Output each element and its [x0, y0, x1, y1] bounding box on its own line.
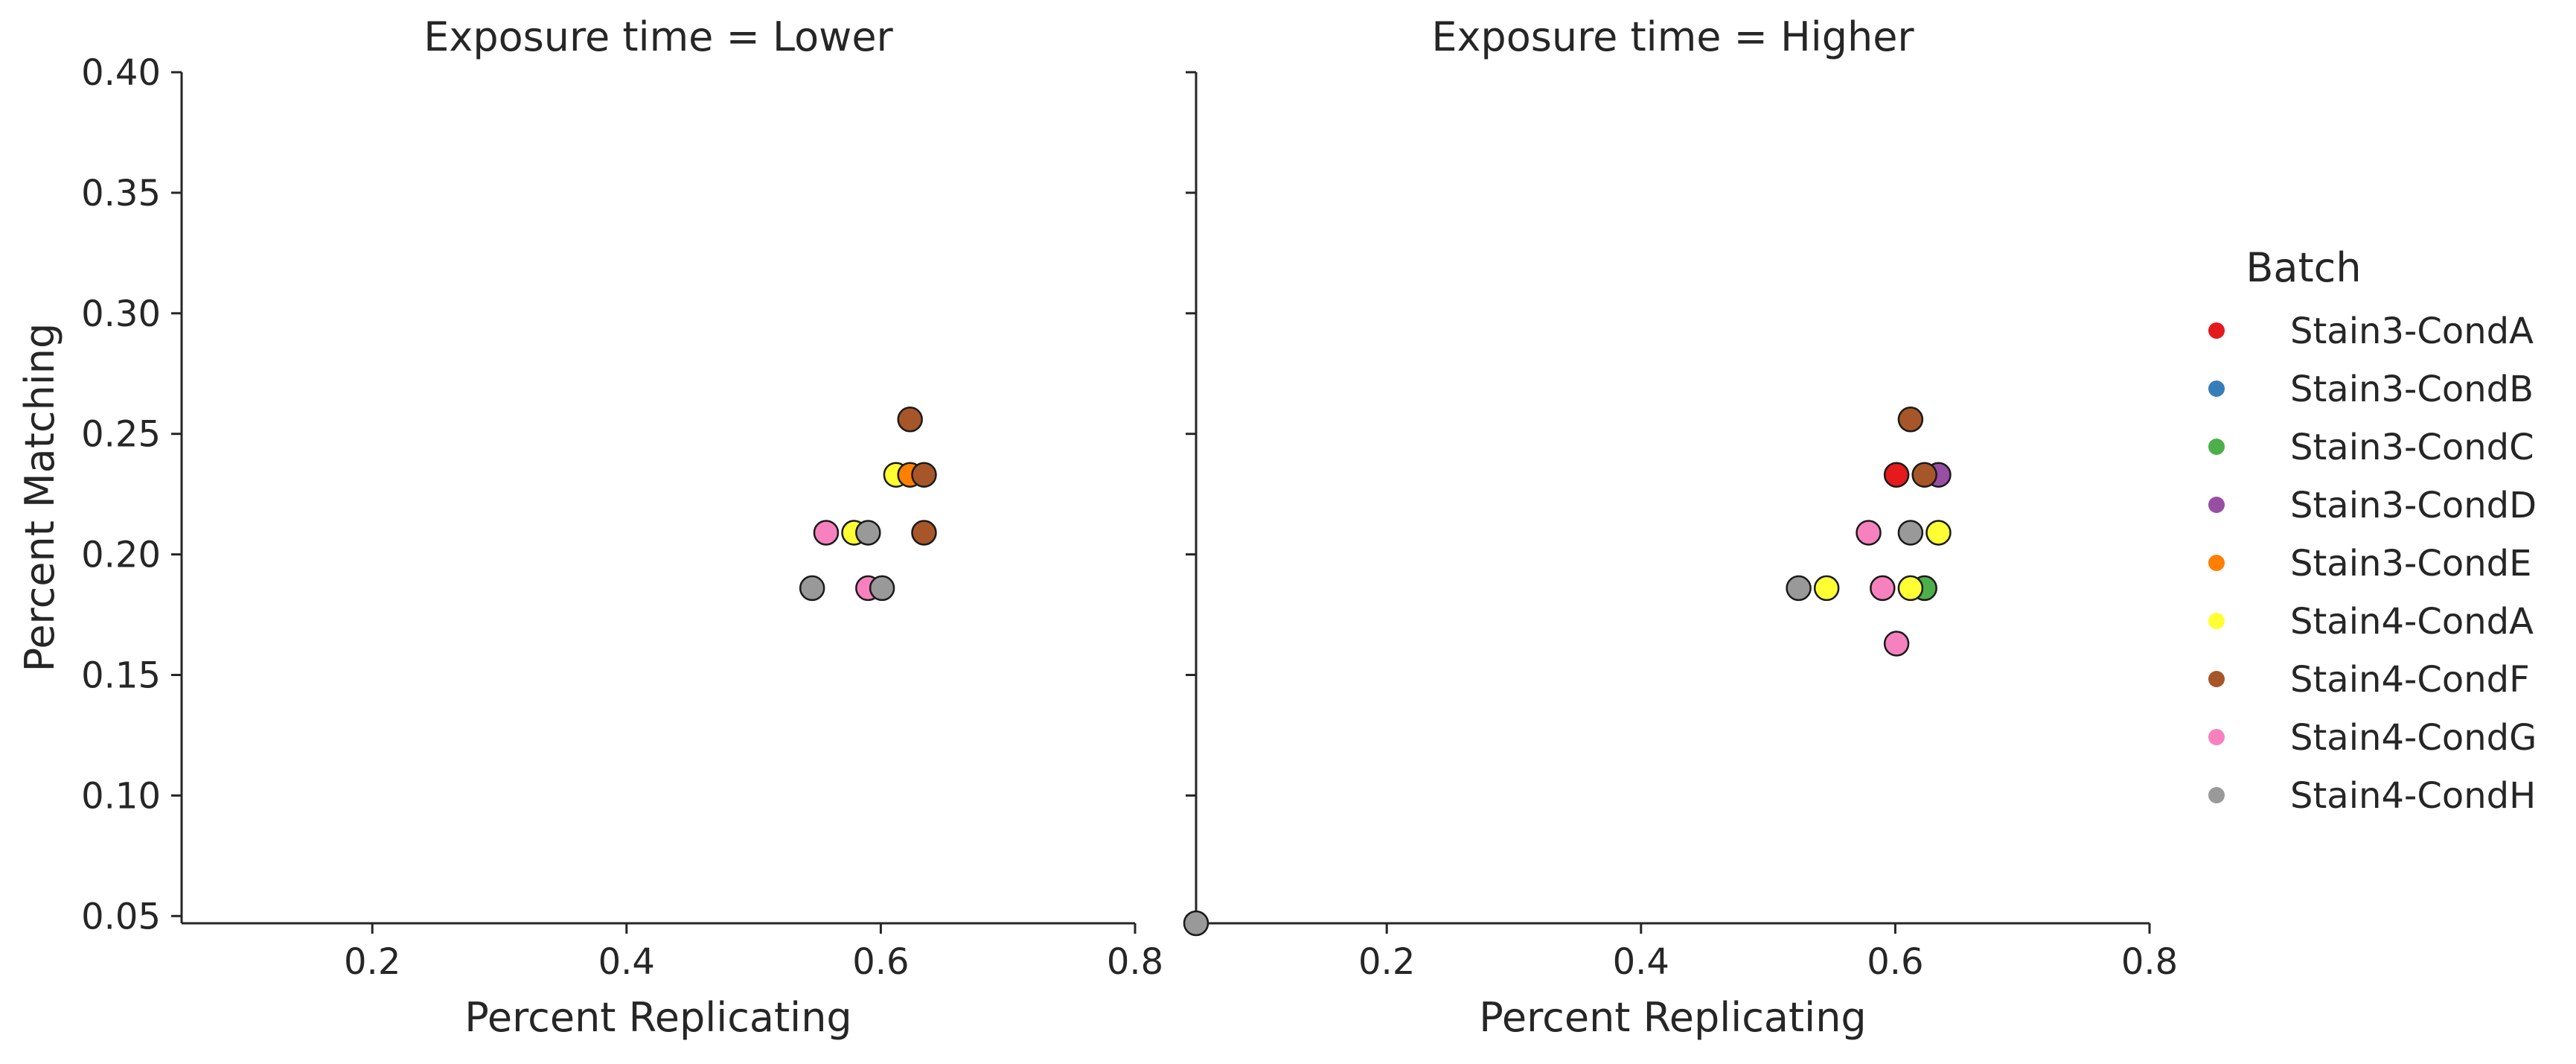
- x-tick-label: 0.8: [1107, 941, 1163, 983]
- legend-item: Stain4-CondA: [2208, 601, 2534, 643]
- y-tick-label: 0.05: [81, 896, 161, 937]
- data-point: [799, 575, 825, 602]
- data-point: [1897, 575, 1924, 602]
- x-axis-title: Percent Replicating: [1479, 994, 1866, 1041]
- y-tick-label: 0.20: [81, 535, 161, 576]
- legend-item: Stain3-CondE: [2208, 543, 2531, 584]
- panel-2-points: [1183, 407, 1952, 937]
- x-tick-label: 0.6: [1867, 941, 1923, 983]
- y-axis-title: Percent Matching: [16, 323, 63, 672]
- data-point: [1813, 575, 1840, 602]
- y-tick-label: 0.40: [81, 52, 161, 94]
- data-point: [1856, 520, 1882, 546]
- y-tick-label: 0.25: [81, 414, 161, 456]
- legend-item: Stain4-CondG: [2208, 717, 2537, 759]
- legend-item: Stain3-CondA: [2208, 310, 2534, 352]
- legend-item: Stain4-CondF: [2208, 659, 2530, 701]
- data-point: [1911, 462, 1937, 488]
- panel-2: Exposure time = Higher 0.2 0.4 0.6 0.8 Percen…: [1186, 13, 2178, 1041]
- data-point: [1883, 631, 1910, 657]
- data-point: [813, 520, 840, 546]
- legend-item: Stain3-CondC: [2208, 427, 2534, 468]
- panel-title: Exposure time = Higher: [1431, 13, 1914, 60]
- legend-marker: [2208, 671, 2225, 687]
- legend-item: Stain3-CondB: [2208, 369, 2534, 410]
- legend-marker: [2208, 497, 2225, 513]
- legend-marker: [2208, 322, 2225, 339]
- legend-marker: [2208, 613, 2225, 629]
- legend-label: Stain3-CondE: [2290, 543, 2531, 584]
- y-tick-label: 0.10: [81, 775, 161, 817]
- legend-marker: [2208, 729, 2225, 745]
- legend-label: Stain3-CondB: [2290, 369, 2534, 410]
- legend-label: Stain3-CondD: [2290, 485, 2537, 526]
- legend-item: Stain3-CondD: [2208, 485, 2537, 526]
- x-axis-title: Percent Replicating: [464, 994, 851, 1041]
- y-tick-label: 0.30: [81, 293, 161, 335]
- x-tick-label: 0.4: [1613, 941, 1669, 983]
- panel-1-points: [799, 407, 937, 602]
- data-point: [1897, 407, 1924, 433]
- x-tick-label: 0.4: [598, 941, 655, 983]
- y-tick-label: 0.35: [81, 173, 161, 214]
- data-point: [911, 520, 937, 546]
- panel-title: Exposure time = Lower: [424, 13, 893, 60]
- x-tick-label: 0.2: [1358, 941, 1415, 983]
- y-tick-label: 0.15: [81, 654, 161, 696]
- data-point: [1786, 575, 1812, 602]
- legend-marker: [2208, 439, 2225, 455]
- axes-layer: Exposure time = Lower 0.05 0.10 0.15 0.20 0.2…: [16, 13, 2178, 1041]
- legend-marker: [2208, 787, 2225, 803]
- legend-label: Stain3-CondA: [2290, 310, 2534, 352]
- legend-item: Stain4-CondH: [2208, 775, 2536, 817]
- data-point: [869, 575, 895, 602]
- data-point: [897, 407, 923, 433]
- legend-label: Stain4-CondF: [2290, 659, 2530, 701]
- data-point: [911, 462, 937, 488]
- legend-marker: [2208, 555, 2225, 571]
- legend-label: Stain4-CondH: [2290, 775, 2536, 817]
- data-point: [1183, 910, 1209, 937]
- legend-label: Stain4-CondA: [2290, 601, 2534, 643]
- data-point: [1925, 520, 1952, 546]
- x-tick-label: 0.2: [344, 941, 400, 983]
- data-point: [855, 520, 881, 546]
- data-point: [1897, 520, 1924, 546]
- legend-title: Batch: [2246, 244, 2361, 291]
- legend-marker: [2208, 380, 2225, 397]
- data-point: [1870, 575, 1896, 602]
- x-tick-label: 0.6: [852, 941, 909, 983]
- legend: Batch Stain3-CondA Stain3-CondB Stain3-Cond…: [2208, 244, 2537, 817]
- legend-label: Stain3-CondC: [2290, 427, 2534, 468]
- panel-1: Exposure time = Lower 0.05 0.10 0.15 0.20 0.2…: [81, 13, 1163, 1041]
- legend-label: Stain4-CondG: [2290, 717, 2537, 759]
- data-point: [1883, 462, 1910, 488]
- x-tick-label: 0.8: [2121, 941, 2178, 983]
- points-layer: [799, 407, 1952, 937]
